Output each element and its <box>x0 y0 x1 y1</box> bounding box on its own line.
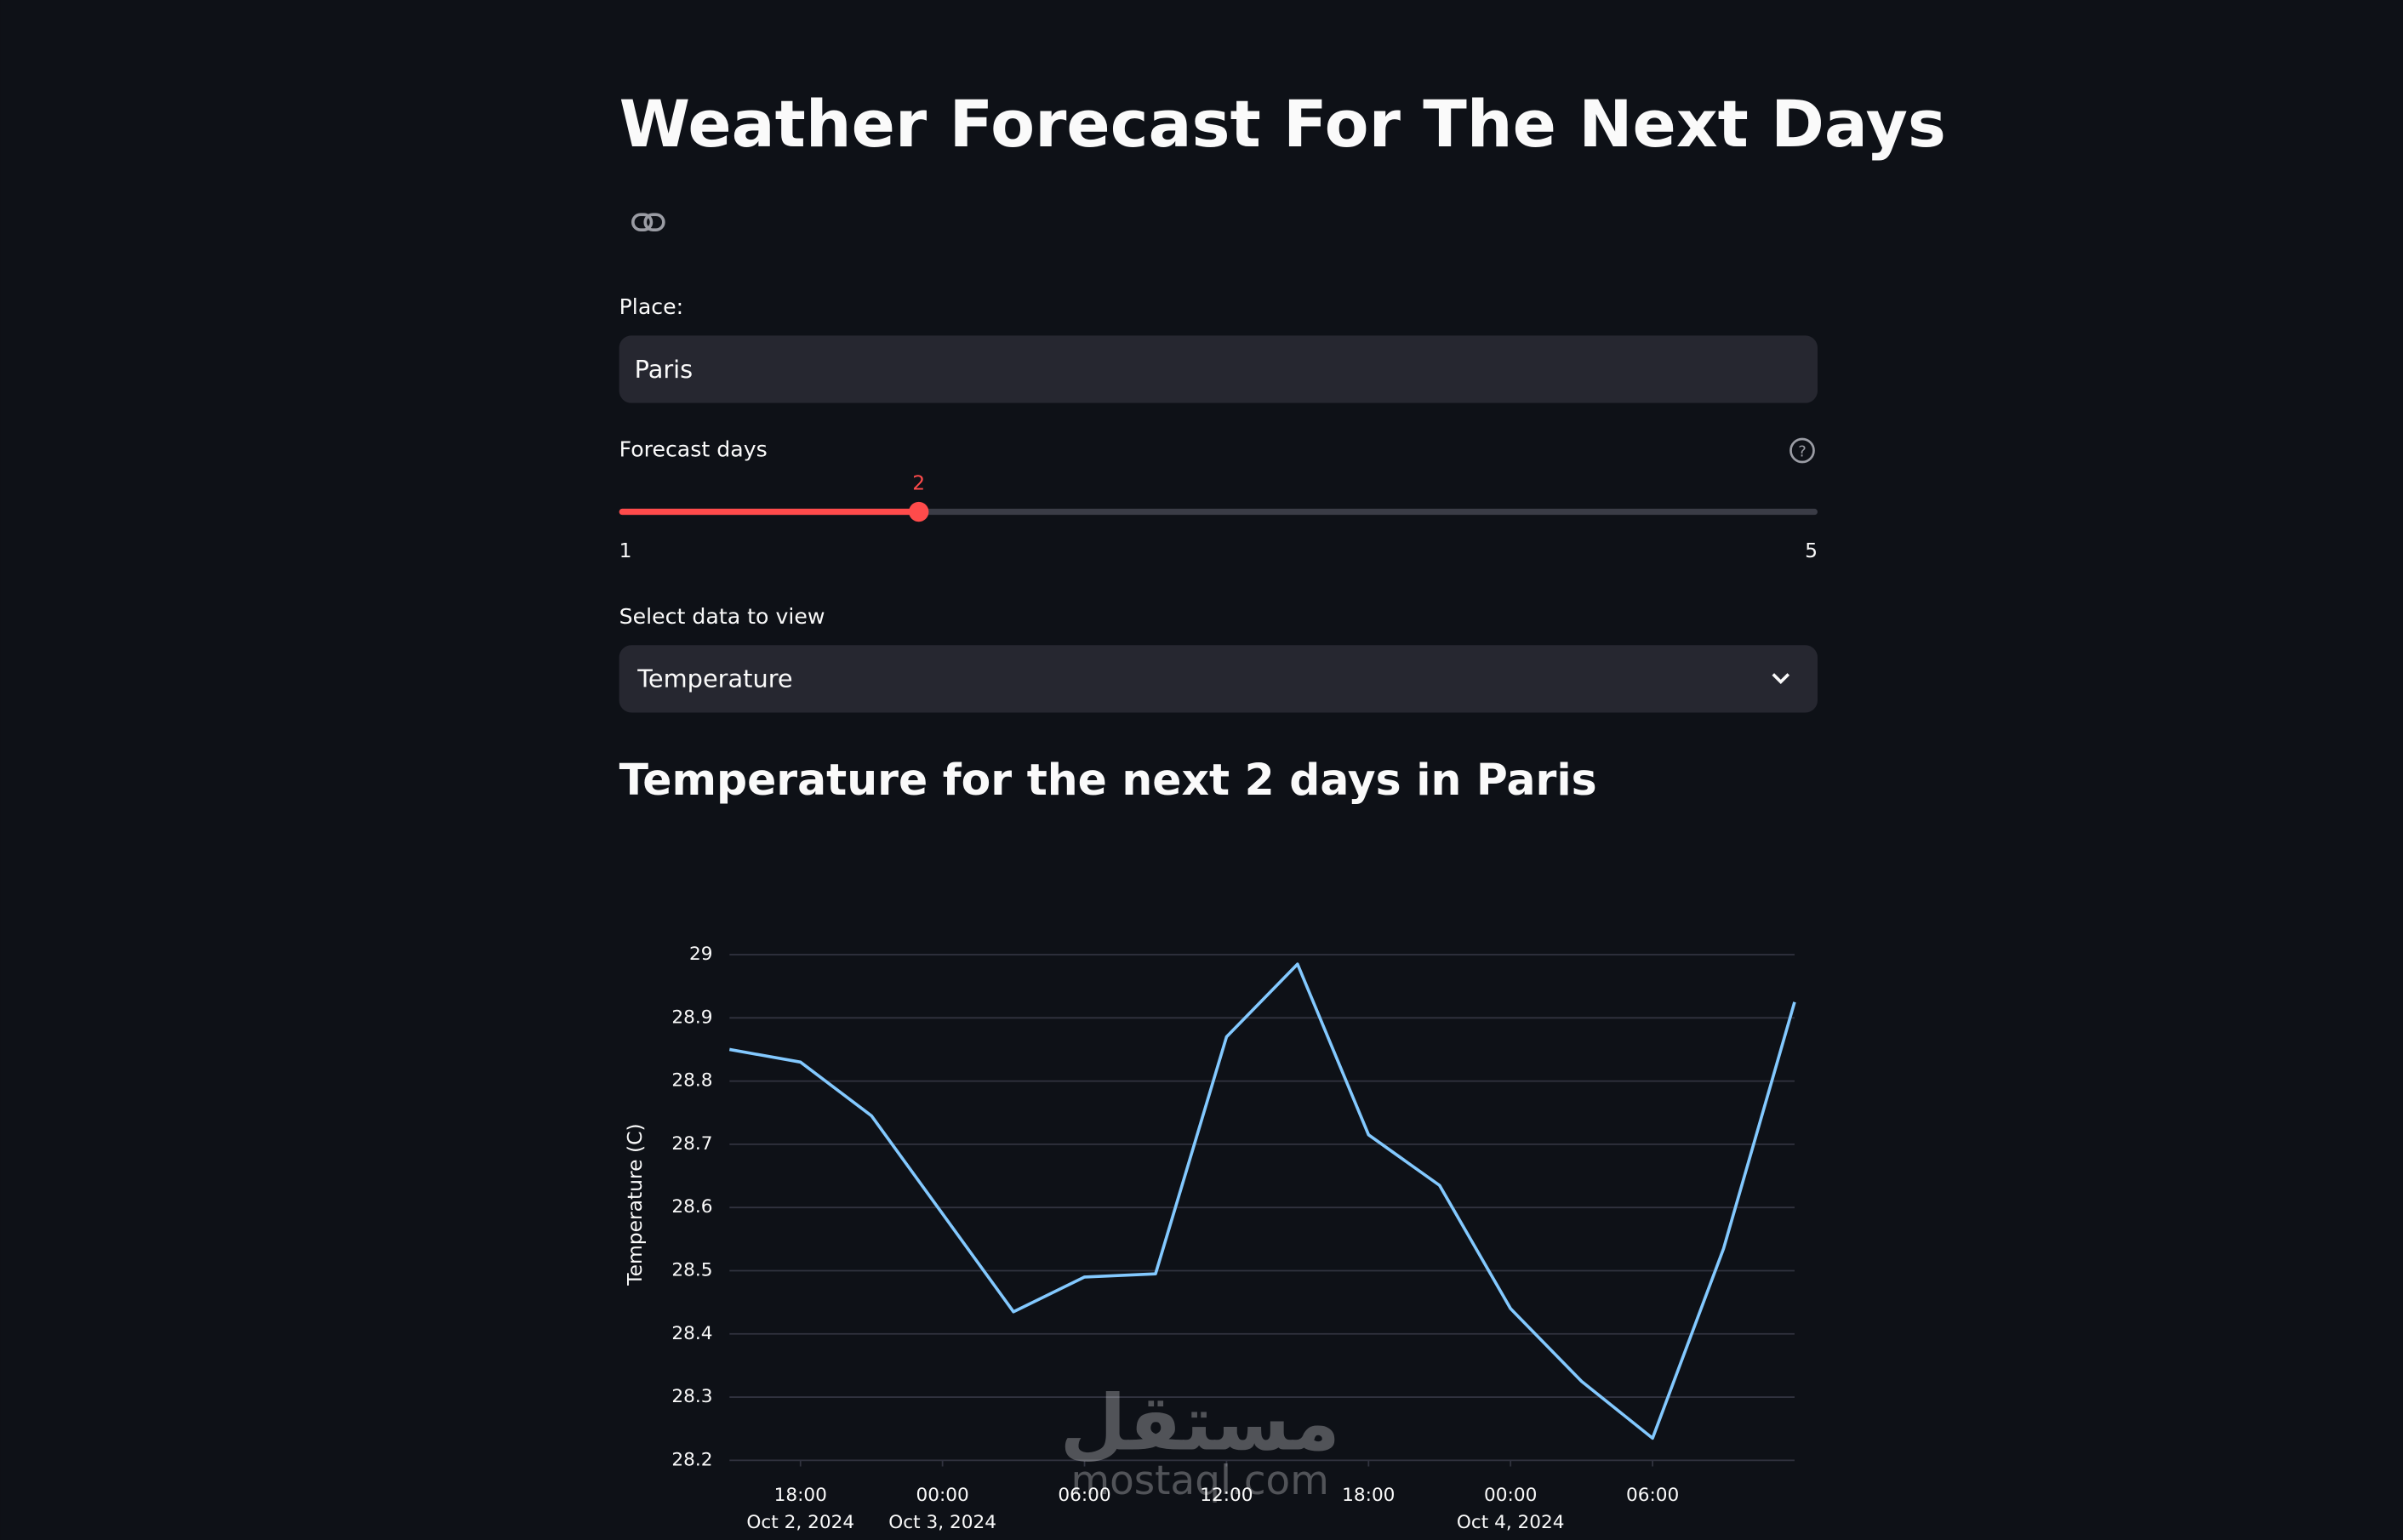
page-title: Weather Forecast For The Next Days <box>619 87 1946 162</box>
slider-min: 1 <box>619 539 632 562</box>
chart-title: Temperature for the next 2 days in Paris <box>619 755 1597 805</box>
select-value[interactable]: Temperature <box>636 664 792 693</box>
select-box[interactable] <box>619 645 1818 713</box>
y-axis-label: Temperature (C) <box>623 1123 647 1286</box>
x-tick-label: Oct 3, 2024 <box>888 1512 996 1533</box>
slider-label: Forecast days <box>619 436 768 461</box>
link-icon[interactable] <box>631 213 665 231</box>
y-tick-label: 28.3 <box>671 1386 712 1407</box>
chevron[interactable] <box>1772 673 1790 684</box>
slider-max: 5 <box>1805 539 1818 562</box>
y-tick-label: 28.9 <box>671 1007 712 1028</box>
y-tick-label: 29 <box>689 944 713 965</box>
x-tick-label: Oct 2, 2024 <box>746 1512 854 1533</box>
x-tick-label: 06:00 <box>1058 1485 1110 1506</box>
y-tick-label: 28.6 <box>671 1196 712 1218</box>
place-value[interactable]: Paris <box>635 355 694 384</box>
y-tick-label: 28.2 <box>671 1449 712 1470</box>
svg-text:?: ? <box>1798 442 1807 460</box>
place-input[interactable] <box>619 335 1818 403</box>
x-tick-label: 00:00 <box>1484 1485 1537 1506</box>
y-tick-label: 28.5 <box>671 1259 712 1280</box>
watermark: مستقل <box>1060 1378 1340 1468</box>
x-tick-label: 00:00 <box>916 1485 968 1506</box>
place-label: Place: <box>619 294 684 319</box>
y-tick-label: 28.4 <box>671 1323 712 1344</box>
slider-thumb[interactable] <box>909 501 929 522</box>
y-tick-label: 28.8 <box>671 1070 712 1092</box>
select-label: Select data to view <box>619 604 825 629</box>
x-tick-label: 06:00 <box>1626 1485 1679 1506</box>
line <box>728 962 1796 1440</box>
slider-value: 2 <box>912 471 925 495</box>
slider-fill <box>619 508 919 516</box>
chart: 28.2 28.3 28.4 28.5 28.6 28.7 28.8 28.9 29 18:00 O… <box>671 944 1796 1533</box>
x-tick-label: 18:00 <box>1342 1485 1395 1506</box>
x-tick-label: 18:00 <box>774 1485 827 1506</box>
x-tick-label: 12:00 <box>1200 1485 1253 1506</box>
help-icon[interactable]: ? <box>1789 437 1815 464</box>
watermark: mostaql.com <box>1071 1458 1329 1504</box>
x-tick-label: Oct 4, 2024 <box>1457 1512 1565 1533</box>
y-tick-label: 28.7 <box>671 1133 712 1155</box>
